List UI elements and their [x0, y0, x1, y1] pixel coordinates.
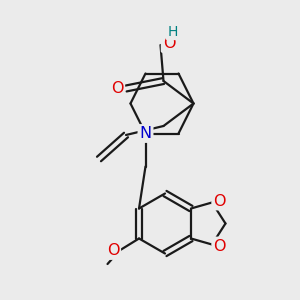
- Text: O: O: [111, 81, 123, 96]
- Text: H: H: [167, 25, 178, 38]
- Text: O: O: [213, 194, 226, 208]
- Text: O: O: [213, 238, 226, 253]
- Text: N: N: [140, 126, 152, 141]
- Text: O: O: [107, 243, 119, 258]
- Text: O: O: [163, 36, 175, 51]
